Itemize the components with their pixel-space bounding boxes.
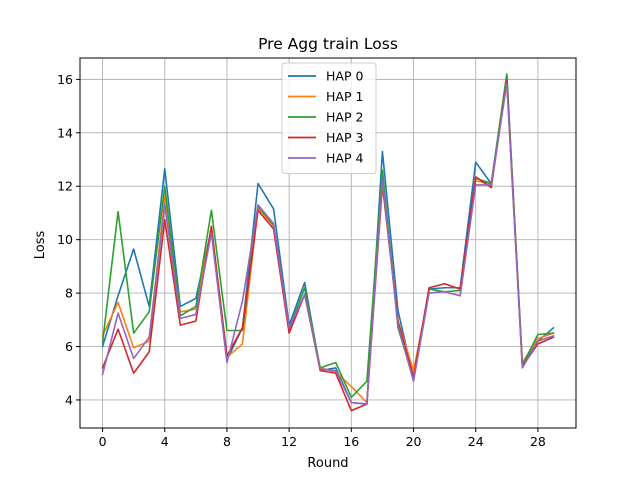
y-tick-label: 12 bbox=[57, 179, 73, 194]
series-line-hap-3 bbox=[101, 79, 555, 412]
chart-title: Pre Agg train Loss bbox=[258, 35, 398, 53]
axis-ticks: 0 4 8 12 16 20 24 28 4 6 8 10 12 14 16 bbox=[57, 72, 546, 449]
y-tick-label: 10 bbox=[57, 232, 73, 247]
y-tick-label: 8 bbox=[65, 286, 73, 301]
x-tick-label: 28 bbox=[530, 434, 546, 449]
y-axis-label: Loss bbox=[33, 231, 48, 260]
x-tick-label: 0 bbox=[99, 434, 107, 449]
x-tick-label: 8 bbox=[223, 434, 231, 449]
y-tick-label: 14 bbox=[57, 125, 73, 140]
legend: HAP 0 HAP 1 HAP 2 HAP 3 HAP 4 bbox=[281, 62, 377, 174]
series-line-hap-4 bbox=[101, 82, 555, 405]
x-tick-label: 4 bbox=[161, 434, 169, 449]
legend-box bbox=[281, 62, 377, 174]
legend-entry: HAP 0 bbox=[326, 69, 363, 84]
series-lines bbox=[101, 73, 555, 412]
x-tick-label: 24 bbox=[468, 434, 484, 449]
legend-entry: HAP 2 bbox=[326, 110, 363, 125]
x-tick-label: 12 bbox=[281, 434, 297, 449]
x-tick-label: 20 bbox=[406, 434, 422, 449]
legend-entry: HAP 1 bbox=[326, 89, 363, 104]
legend-entry: HAP 3 bbox=[326, 130, 363, 145]
x-axis-label: Round bbox=[307, 456, 348, 471]
y-tick-label: 4 bbox=[65, 392, 73, 407]
legend-entry: HAP 4 bbox=[326, 151, 363, 166]
plot-frame bbox=[79, 57, 577, 429]
x-tick-label: 16 bbox=[343, 434, 359, 449]
y-tick-label: 6 bbox=[65, 339, 73, 354]
y-tick-label: 16 bbox=[57, 72, 73, 87]
